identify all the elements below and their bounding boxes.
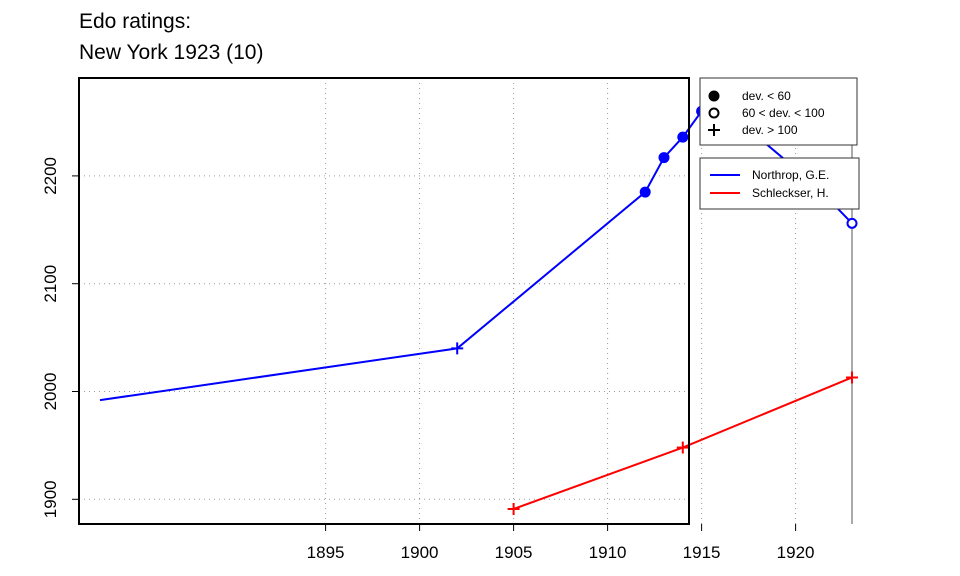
legend-marker-label-1: 60 < dev. < 100: [742, 106, 825, 120]
data-point-1-1: [676, 441, 689, 454]
series-1: [507, 371, 858, 516]
legend-series-frame: [699, 157, 860, 210]
legend-marker-open-circle: [708, 107, 720, 119]
y-tick-label-2100: 2100: [41, 265, 60, 303]
legend-marker-label-2: dev. > 100: [742, 123, 798, 137]
legend-series-label-0: Northrop, G.E.: [752, 168, 829, 182]
data-point-0-4: [677, 131, 689, 143]
legend-series-label-1: Schleckser, H.: [752, 186, 829, 200]
chart-title-line-1: Edo ratings:: [79, 10, 192, 33]
x-tick-label-1915: 1915: [683, 543, 721, 562]
plot-frame: [78, 77, 690, 525]
legend-marker-filled-circle: [708, 90, 720, 102]
data-point-0-3: [658, 152, 670, 164]
x-axis: 1895 1900 1905 1910 1915 1920: [307, 524, 815, 562]
grid-lines: [79, 78, 853, 524]
x-tick-label-1910: 1910: [589, 543, 627, 562]
data-point-0-10: [846, 217, 858, 229]
series-line-0: [99, 110, 853, 402]
series-0: [99, 105, 858, 402]
chart-title: Edo ratings: New York 1923 (10): [79, 6, 263, 68]
x-tick-label-1905: 1905: [495, 543, 533, 562]
data-point-1-2: [846, 371, 858, 384]
data-point-0-1: [451, 342, 464, 355]
y-tick-label-2200: 2200: [41, 157, 60, 195]
legend-markers-box: dev. < 60 60 < dev. < 100 dev. > 100: [699, 77, 858, 146]
x-tick-label-1900: 1900: [401, 543, 439, 562]
y-tick-label-2000: 2000: [41, 373, 60, 411]
data-point-0-2: [639, 186, 651, 198]
x-tick-label-1895: 1895: [307, 543, 345, 562]
legend-markers-frame: [699, 77, 858, 146]
data-point-1-0: [507, 503, 520, 516]
x-tick-label-1920: 1920: [777, 543, 815, 562]
legend-series-box: Northrop, G.E. Schleckser, H.: [699, 157, 860, 210]
legend-marker-label-0: dev. < 60: [742, 89, 791, 103]
y-tick-label-1900: 1900: [41, 480, 60, 518]
legend-marker-plus: [708, 124, 720, 136]
y-axis: 1900 2000 2100 2200: [41, 157, 79, 518]
chart-title-line-2: New York 1923 (10): [79, 41, 264, 64]
